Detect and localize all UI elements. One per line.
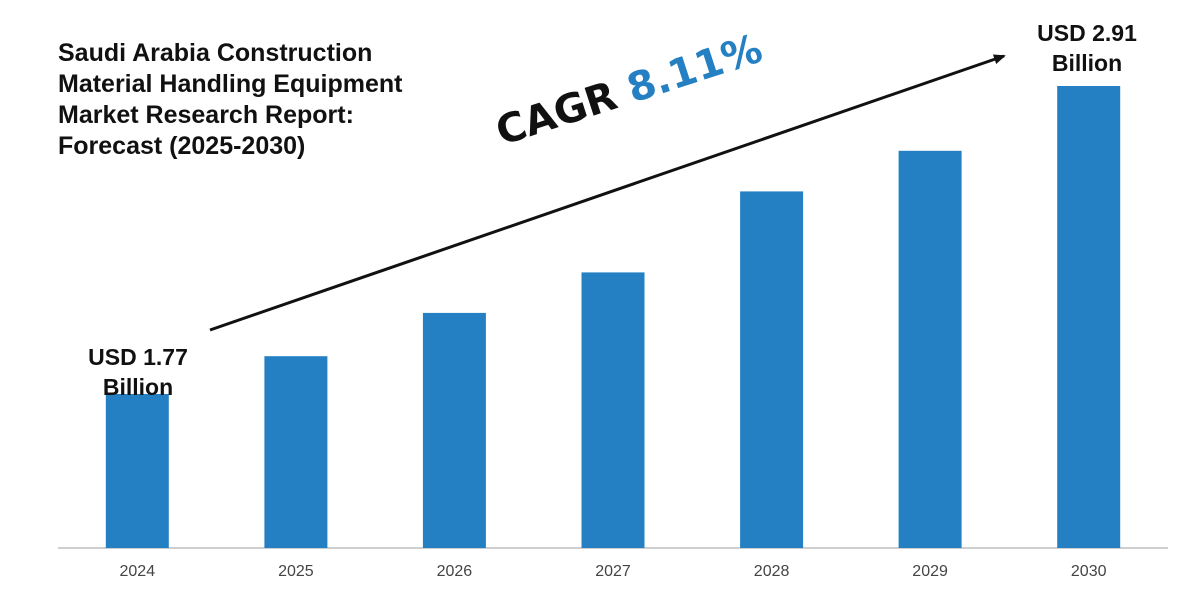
x-tick-label-2028: 2028 <box>754 563 790 580</box>
title-line: Forecast (2025-2030) <box>58 132 306 160</box>
chart-title: Saudi Arabia Construction Material Handl… <box>58 38 478 162</box>
end-value-label: USD 2.91 Billion <box>1025 18 1149 78</box>
title-line: Saudi Arabia Construction <box>58 39 373 67</box>
bar-2029 <box>898 150 962 549</box>
title-line: Material Handling Equipment <box>58 70 403 98</box>
bars-group <box>105 86 1121 549</box>
x-tick-label-2026: 2026 <box>437 563 473 580</box>
x-tick-label-2024: 2024 <box>120 563 156 580</box>
bar-2025 <box>264 356 328 548</box>
growth-arrow <box>209 54 1006 332</box>
x-tick-labels: 2024 2025 2026 2027 2028 2029 2030 <box>120 563 1107 580</box>
end-value-amount: USD 2.91 <box>1037 20 1137 46</box>
bar-2028 <box>740 191 804 548</box>
bar-2026 <box>422 312 486 548</box>
end-value-unit: Billion <box>1051 50 1123 76</box>
title-line: Market Research Report: <box>58 101 354 129</box>
x-tick-label-2030: 2030 <box>1071 563 1107 580</box>
bar-2024 <box>105 394 169 548</box>
start-value-unit: Billion <box>102 374 174 400</box>
x-tick-label-2027: 2027 <box>595 563 631 580</box>
start-value-amount: USD 1.77 <box>88 344 188 370</box>
x-tick-label-2025: 2025 <box>278 563 314 580</box>
start-value-label: USD 1.77 Billion <box>76 342 200 402</box>
bar-2027 <box>581 272 645 548</box>
bar-2030 <box>1057 86 1121 548</box>
x-tick-label-2029: 2029 <box>912 563 948 580</box>
